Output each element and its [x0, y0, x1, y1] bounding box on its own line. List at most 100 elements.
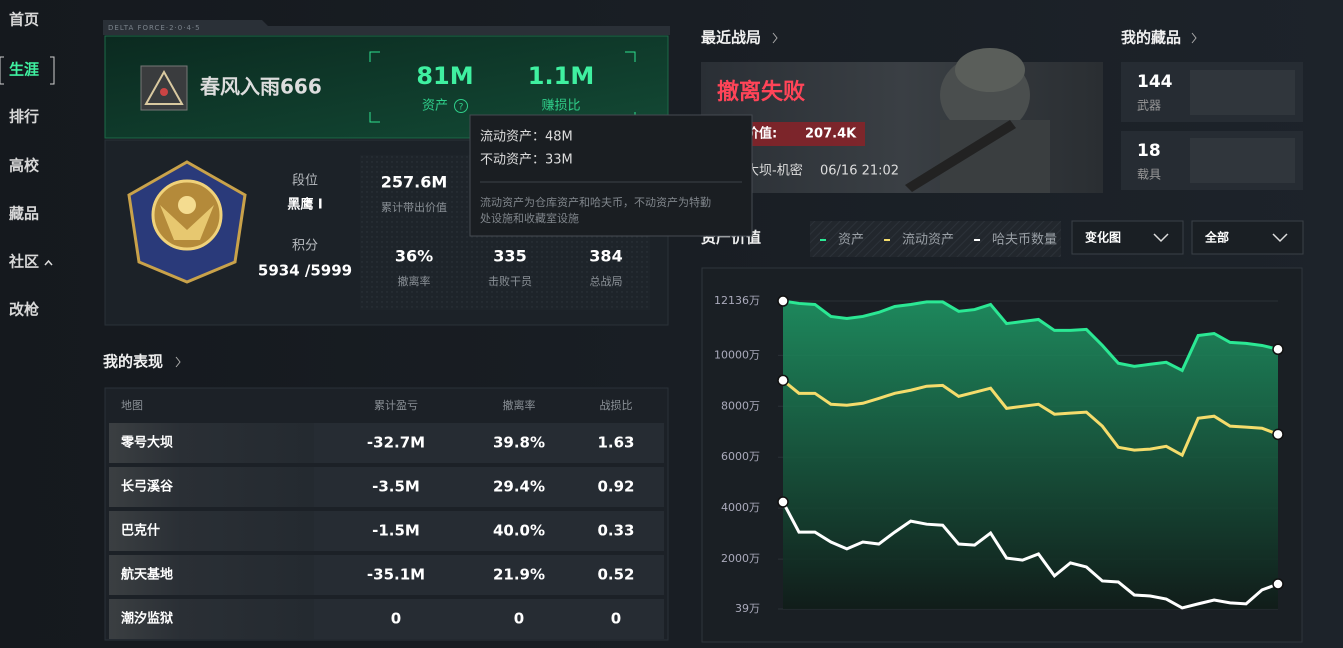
end-point: [1272, 343, 1284, 356]
help-icon[interactable]: [454, 99, 468, 113]
chart: 12136万 10000万 8000万 6000万 4000万 2000万 39万: [714, 294, 1284, 615]
tooltip-line: 不动资产：33M: [480, 153, 573, 168]
collection-count: 18: [1137, 141, 1161, 161]
section-title[interactable]: 最近战局: [701, 29, 761, 47]
battle-result: 撤离失败: [717, 79, 805, 105]
nav-item[interactable]: 藏品: [9, 205, 39, 223]
collection-count: 144: [1137, 72, 1173, 92]
y-tick-label: 10000万: [714, 348, 760, 361]
avatar-dot: [160, 88, 168, 96]
table-cell: 0.52: [597, 566, 634, 584]
table-cell: -1.5M: [372, 522, 420, 540]
table-cell: 40.0%: [493, 522, 545, 540]
series-line: [781, 501, 1279, 610]
nav-caret: [44, 259, 53, 266]
stat-value: 36%: [395, 247, 433, 266]
chevron: [1191, 32, 1197, 44]
map-name: 巴克什: [121, 523, 160, 539]
y-tick-label: 12136万: [714, 294, 760, 307]
battle-value: 207.4K: [805, 127, 857, 142]
table-cell: -3.5M: [372, 478, 420, 496]
end-point: [1272, 578, 1284, 590]
table-cell: 29.4%: [493, 478, 545, 496]
legend-label: 资产: [838, 233, 864, 248]
help-mark: ?: [459, 103, 464, 113]
nav-item[interactable]: 生涯: [9, 61, 39, 79]
rank-medal: [127, 160, 247, 284]
end-point: [777, 374, 789, 387]
end-point: [1272, 428, 1284, 441]
vehicle-art: [1190, 138, 1295, 183]
column-header: 地图: [121, 399, 143, 412]
y-tick-label: 39万: [735, 602, 760, 615]
score: 5934 /5999: [258, 262, 352, 280]
dropdown-caret: [1153, 233, 1288, 243]
section-title[interactable]: 我的藏品: [1121, 29, 1181, 47]
table-cell: -32.7M: [367, 434, 425, 452]
section-title[interactable]: 我的表现: [103, 353, 163, 371]
assets-value: 81M: [416, 62, 473, 90]
table-cell: -35.1M: [367, 566, 425, 584]
score-label: 积分: [292, 239, 318, 254]
table-cell: 21.9%: [493, 566, 545, 584]
brand: DELTA FORCE·2·0·4·5: [108, 24, 201, 32]
ratio-value: 1.1M: [528, 62, 594, 90]
legend-label: 哈夫币数量: [992, 233, 1057, 248]
y-tick-label: 2000万: [721, 552, 760, 565]
map-thumb: [109, 423, 314, 463]
nav-item[interactable]: 改枪: [9, 301, 39, 319]
stat-label: 总战局: [590, 274, 623, 288]
stat-value: 384: [589, 247, 622, 266]
table-cell: 0: [391, 610, 401, 628]
legend-box: [810, 221, 1061, 257]
map-name: 潮汐监狱: [121, 611, 173, 627]
series-line: [782, 379, 1279, 458]
tooltip-note: 流动资产为仓库资产和哈夫币，不动资产为特勤: [480, 195, 711, 209]
tooltip: 流动资产：48M 不动资产：33M 流动资产为仓库资产和哈夫币，不动资产为特勤处设施…: [469, 114, 753, 237]
stat-value: 335: [493, 247, 526, 266]
end-point: [777, 496, 789, 508]
soldier-art: [905, 48, 1050, 193]
map-name: 长弓溪谷: [121, 479, 174, 495]
y-tick-label: 4000万: [721, 501, 760, 514]
stat-value: 257.6M: [381, 173, 448, 192]
map-name: 航天基地: [121, 567, 173, 583]
table-cell: 39.8%: [493, 434, 545, 452]
nav-item[interactable]: 高校: [9, 157, 40, 175]
column-header: 战损比: [600, 398, 633, 412]
column-header: 累计盈亏: [374, 399, 418, 412]
map-thumb: [109, 511, 314, 551]
weapon-art: [1190, 70, 1295, 115]
series-line: [782, 299, 1279, 373]
rank-label: 段位: [292, 174, 318, 189]
battle-time: 06/16 21:02: [820, 164, 899, 179]
map-name: 零号大坝: [120, 435, 173, 451]
stat-label: 撤离率: [398, 274, 431, 288]
assets-label: 资产: [422, 99, 448, 114]
nav-item[interactable]: 首页: [9, 11, 39, 29]
y-tick-label: 6000万: [721, 450, 760, 463]
column-header: 撤离率: [503, 398, 536, 412]
chevron: [175, 356, 181, 368]
collection-label: 载具: [1137, 168, 1161, 182]
series-area: [783, 301, 1278, 609]
dropdown-label: 变化图: [1085, 230, 1121, 245]
map-thumb: [109, 555, 314, 595]
table-cell: 0: [514, 610, 524, 628]
nav-item[interactable]: 社区: [8, 253, 39, 271]
table-cell: 0: [611, 610, 621, 628]
table-cell: 0.33: [597, 522, 634, 540]
tooltip-note: 处设施和收藏室设施: [480, 211, 579, 225]
map-thumb: [109, 599, 314, 639]
player-name: 春风入雨666: [199, 75, 322, 99]
nav-item[interactable]: 排行: [9, 108, 39, 126]
y-tick-label: 8000万: [721, 399, 760, 412]
table-cell: 0.92: [597, 478, 634, 496]
stat-label: 击败干员: [488, 274, 532, 288]
ratio-label: 赚损比: [541, 98, 580, 114]
map-thumb: [109, 467, 314, 507]
card-header: [103, 20, 670, 35]
end-point: [777, 295, 789, 307]
dropdown-label: 全部: [1204, 230, 1229, 245]
